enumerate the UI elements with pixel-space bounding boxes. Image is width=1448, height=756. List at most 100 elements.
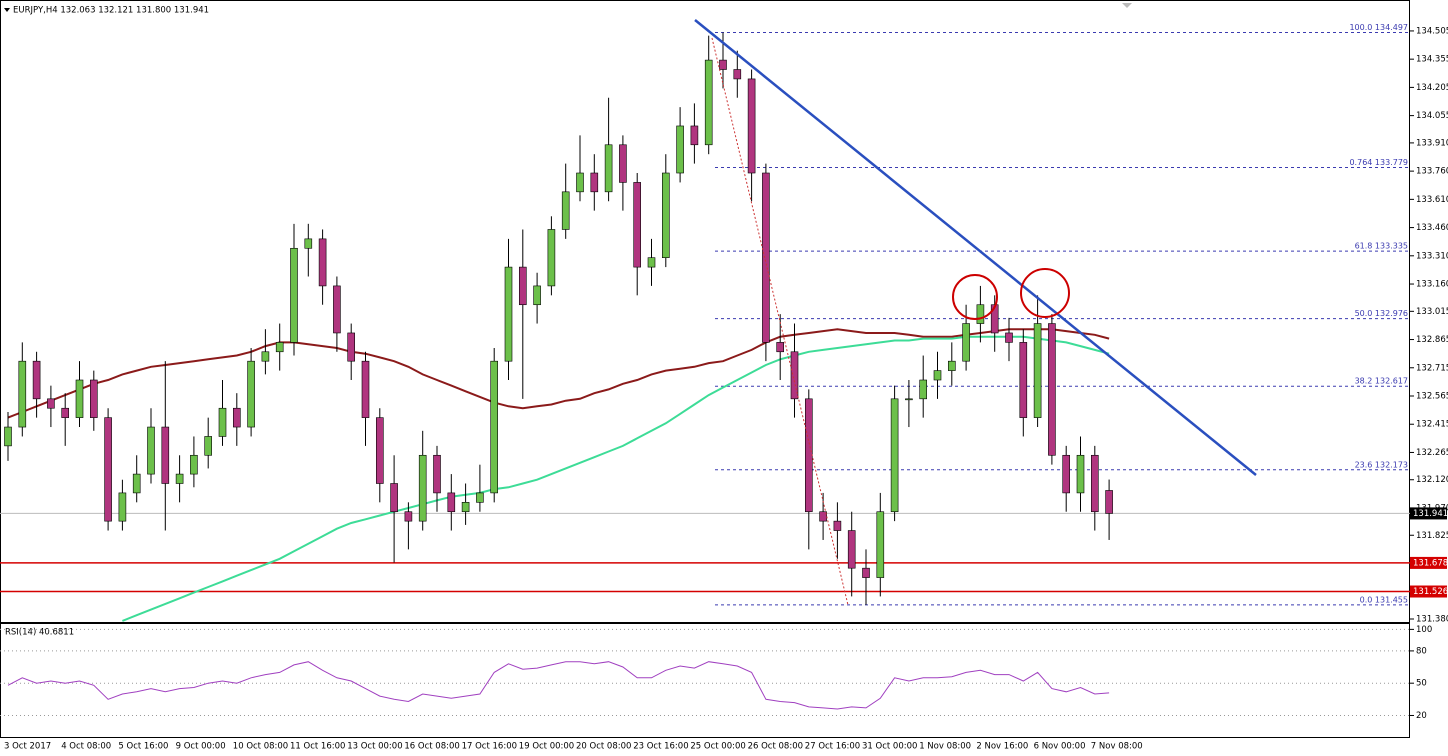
y-tick-label: 133.760 [1416, 167, 1448, 177]
plot-layer: 134.505 134.355 134.205 134.055 133.910 133.7… [0, 23, 1448, 752]
candle-body [776, 342, 785, 353]
candle-body [905, 398, 913, 401]
candle-body [404, 511, 413, 522]
candle-body [161, 426, 170, 484]
candle-body [661, 172, 670, 258]
candle-body [833, 520, 842, 531]
candle-body [261, 351, 270, 362]
candle-body [561, 191, 570, 230]
candle-body [733, 69, 742, 80]
candle-body [233, 407, 241, 428]
candle-body [390, 483, 398, 513]
x-tick-label: 10 Oct 08:00 [233, 742, 288, 752]
candle-body [533, 285, 541, 306]
candle-body [704, 59, 713, 146]
price-label-box [1410, 507, 1447, 520]
candle-body [933, 370, 942, 381]
candle-body [890, 398, 899, 513]
y-tick-label: 132.865 [1416, 335, 1448, 345]
y-tick-label: 100 [1416, 625, 1432, 635]
x-tick-label: 26 Oct 08:00 [748, 742, 803, 752]
y-tick-label: 80 [1416, 646, 1427, 656]
candle-body [1033, 323, 1042, 418]
y-tick-label: 131.825 [1416, 531, 1448, 541]
candle-body [132, 473, 141, 494]
y-tick-label: 133.610 [1416, 195, 1448, 205]
y-tick-label: 133.160 [1416, 280, 1448, 290]
fib-label: 50.0 132.976 [1355, 309, 1408, 318]
highlight-circle [952, 274, 998, 320]
candle-body [547, 229, 556, 287]
candle-body [175, 473, 184, 484]
candle-body [18, 360, 27, 428]
x-tick-label: 7 Nov 08:00 [1091, 742, 1143, 752]
highlight-circle [1020, 268, 1070, 318]
candle-body [690, 125, 699, 146]
x-tick-label: 27 Oct 16:00 [805, 742, 860, 752]
candle-body [290, 247, 298, 343]
candle-body [275, 342, 284, 353]
price-label-box [1410, 585, 1447, 598]
y-tick-label: 133.910 [1416, 138, 1448, 148]
x-tick-label: 5 Oct 16:00 [118, 742, 168, 752]
candle-body [762, 172, 770, 343]
x-tick-label: 16 Oct 08:00 [404, 742, 459, 752]
x-tick-label: 1 Nov 08:00 [919, 742, 971, 752]
y-tick-label: 133.015 [1416, 307, 1448, 317]
candle-body [47, 398, 55, 409]
candle-body [333, 285, 341, 334]
candle-body [676, 125, 684, 174]
candle-body [1105, 490, 1113, 514]
menu-marker [4, 8, 10, 12]
fib-label: 0.764 133.779 [1349, 158, 1408, 167]
candle-body [461, 502, 470, 513]
moving-average [7, 328, 1110, 419]
candle-body [361, 360, 370, 418]
x-tick-label: 3 Oct 2017 [4, 742, 51, 752]
candle-body [504, 266, 513, 362]
candle-body [876, 511, 885, 578]
x-tick-label: 23 Oct 16:00 [633, 742, 688, 752]
candle-body [590, 172, 599, 193]
y-tick-label: 132.265 [1416, 448, 1448, 458]
candle-body [1019, 342, 1028, 418]
fib-label: 23.6 132.173 [1355, 460, 1408, 469]
last-price-label: 131.941 [1413, 509, 1448, 519]
candle-body [862, 567, 870, 578]
rsi-title: RSI(14) 40.6811 [5, 628, 74, 638]
y-tick-label: 134.055 [1416, 111, 1448, 121]
candle-body [90, 379, 98, 418]
candle-body [490, 360, 499, 494]
candle-body [247, 360, 255, 428]
x-tick-label: 9 Oct 00:00 [176, 742, 226, 752]
fib-label: 100.0 134.497 [1349, 23, 1408, 32]
candle-body [476, 492, 484, 503]
x-tick-label: 13 Oct 00:00 [347, 742, 402, 752]
trend-line [694, 19, 1257, 476]
candle-body [204, 436, 212, 456]
candle-body [747, 78, 756, 174]
candle-body [418, 454, 427, 522]
x-tick-label: 11 Oct 16:00 [290, 742, 345, 752]
x-tick-label: 31 Oct 00:00 [862, 742, 917, 752]
price-label-box [1410, 556, 1447, 569]
candle-body [633, 182, 642, 268]
y-tick-label: 134.505 [1416, 26, 1448, 36]
candle-body [847, 530, 856, 569]
candle-body [318, 238, 327, 287]
y-tick-label: 132.565 [1416, 391, 1448, 401]
candle-body [576, 172, 584, 193]
fib-label: 0.0 131.455 [1360, 595, 1408, 604]
candle-body [190, 454, 198, 475]
x-tick-label: 20 Oct 08:00 [576, 742, 631, 752]
candle-body [1076, 454, 1085, 494]
candle-body [1048, 323, 1056, 456]
candle-body [147, 426, 155, 475]
candle-body [976, 304, 985, 324]
candle-body [604, 144, 613, 193]
candle-body [962, 323, 970, 362]
y-tick-label: 134.355 [1416, 55, 1448, 65]
candle-body [719, 59, 727, 70]
x-tick-label: 19 Oct 00:00 [519, 742, 574, 752]
